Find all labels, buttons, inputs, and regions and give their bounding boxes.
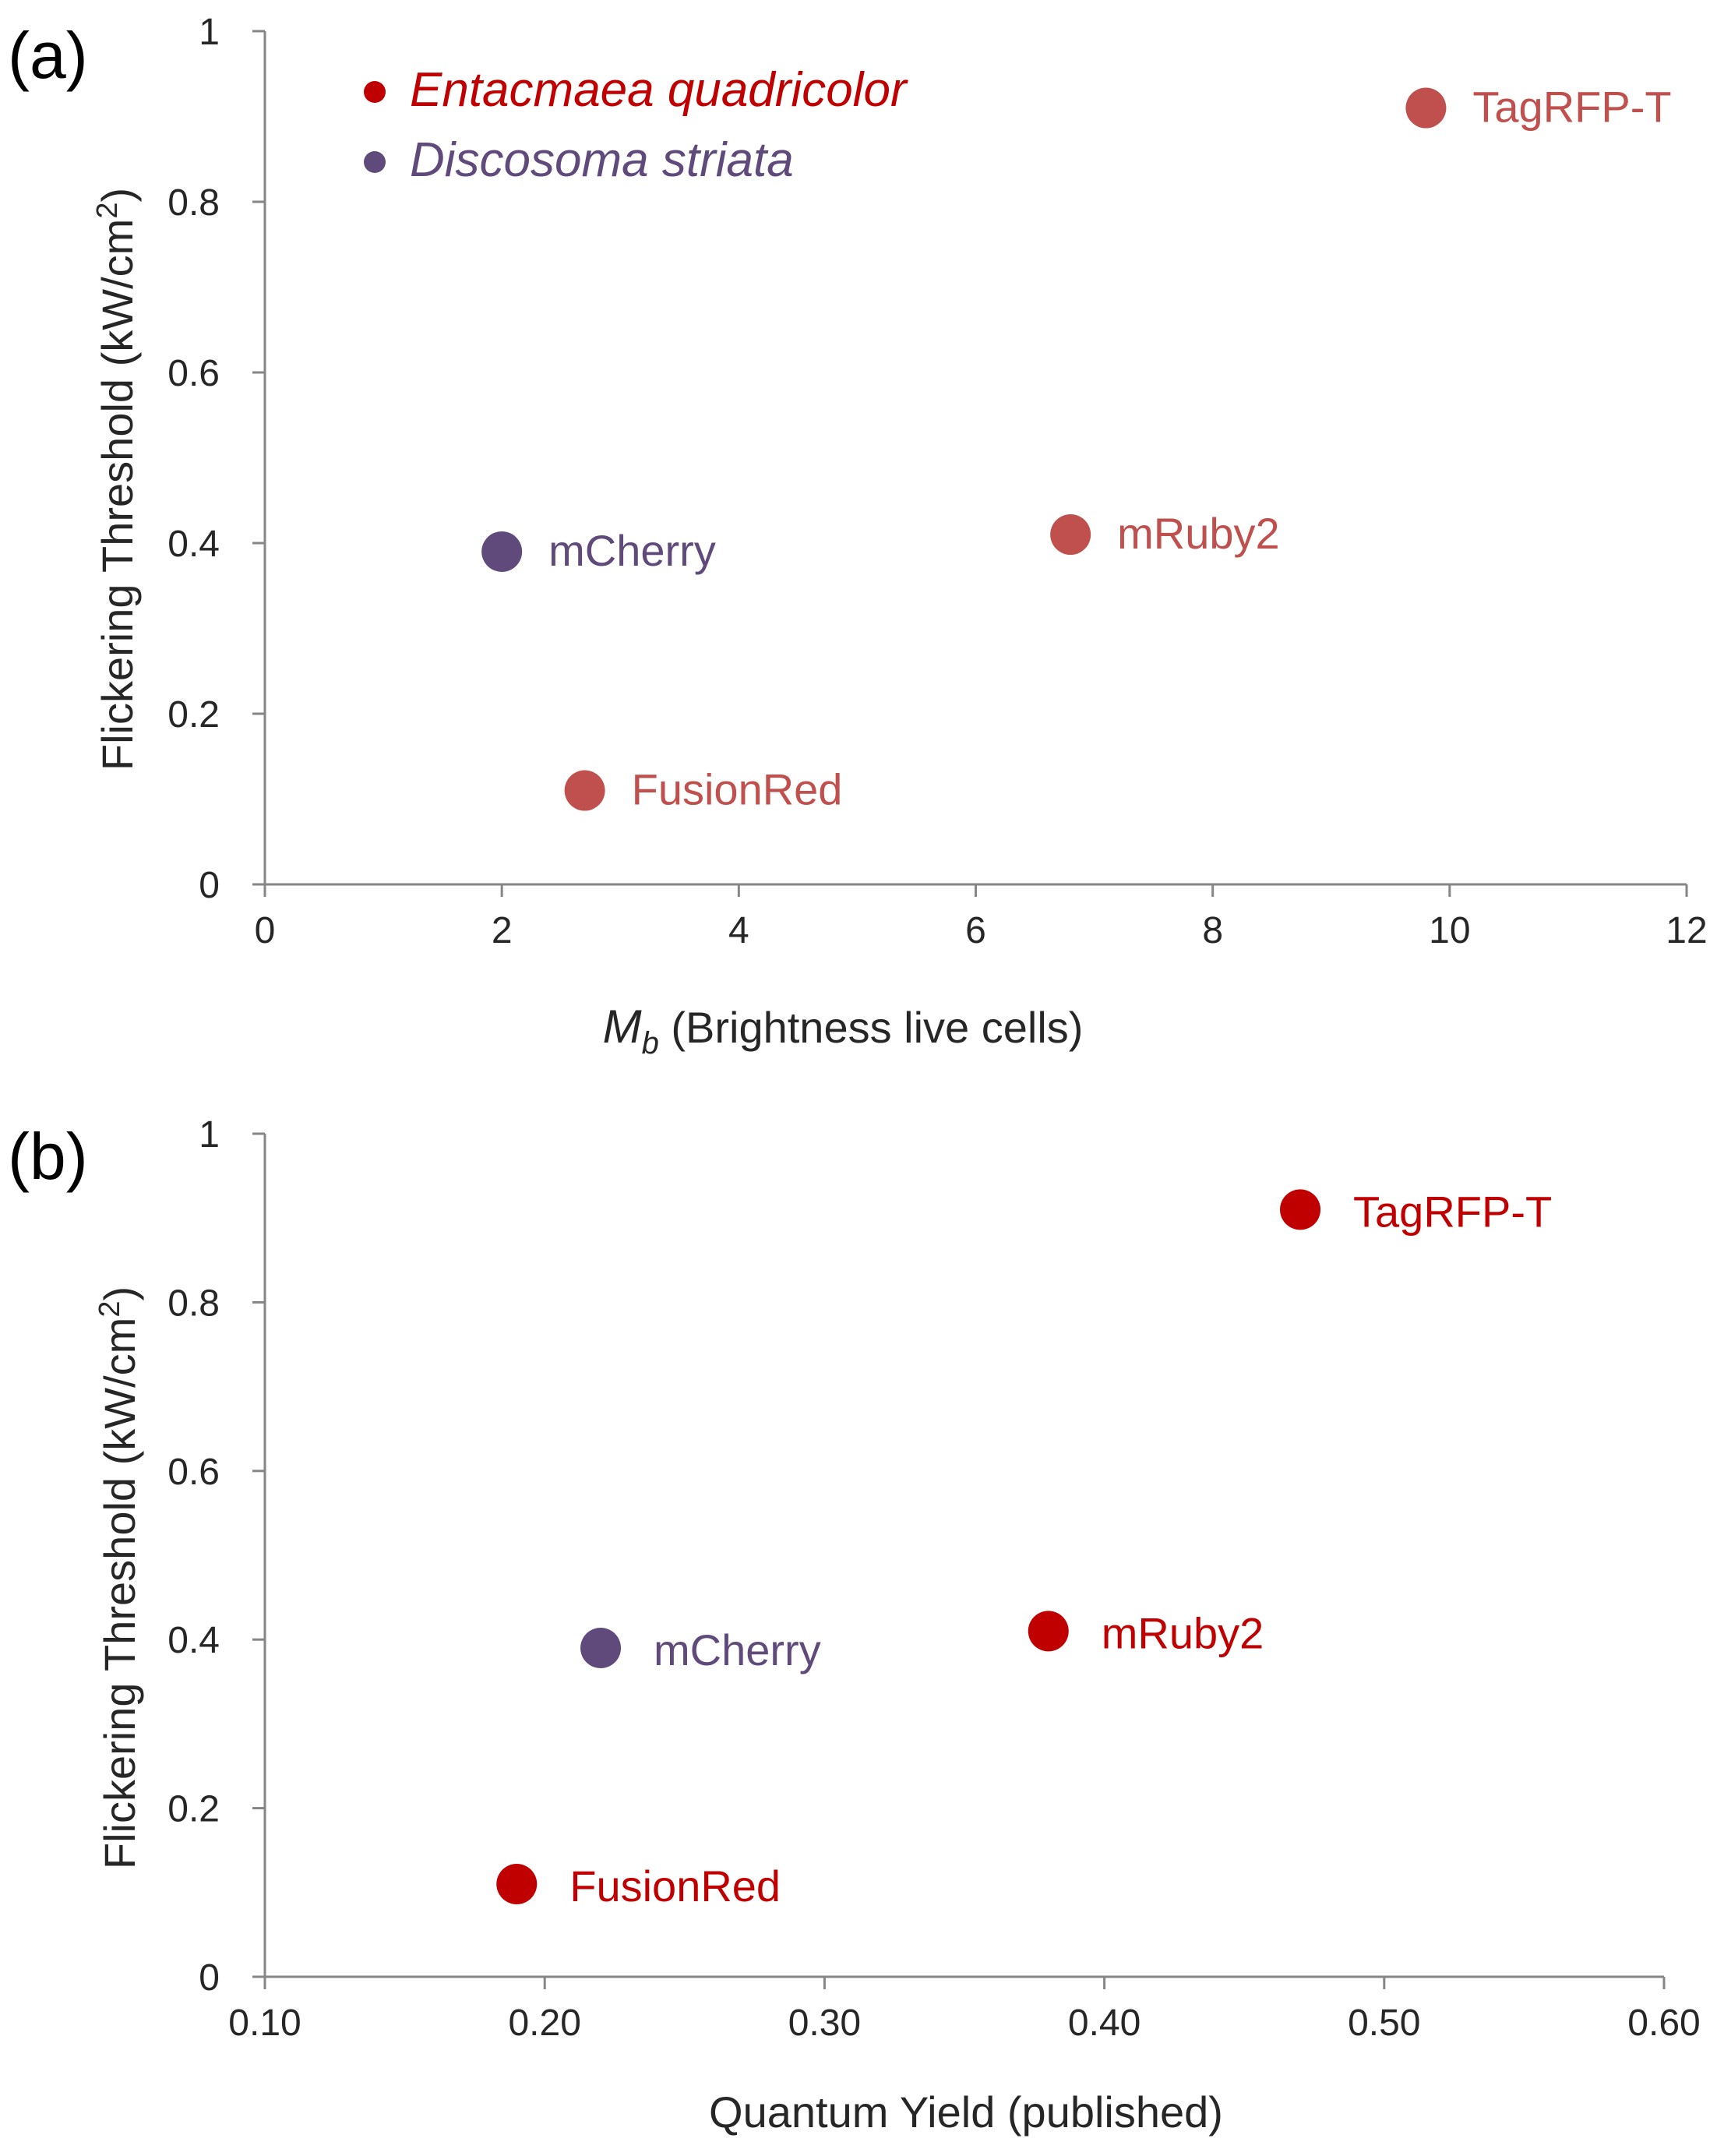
panel-b-x-tick-label: 0.40: [1068, 2003, 1141, 2044]
panel-b-point-label-tagrfp-t: TagRFP-T: [1353, 1187, 1552, 1236]
panel-b-y-tick-label: 0.4: [167, 1620, 220, 1661]
panel-a-y-tick-label: 0: [199, 865, 220, 906]
panel-b-y-tick-label: 1: [199, 1114, 220, 1156]
panel-a-x-tick-label: 0: [255, 910, 276, 951]
panel-a-y-axis-title: Flickering Threshold (kW/cm2): [91, 188, 142, 771]
panel-b-point-mcherry: [580, 1628, 622, 1669]
legend-marker-discosoma: [364, 151, 386, 173]
legend-label-discosoma: Discosoma striata: [410, 133, 794, 187]
panel-b-x-tick-label: 0.20: [508, 2003, 580, 2044]
legend-label-entacmaea: Entacmaea quadricolor: [410, 63, 908, 117]
panel-a-x-tick-label: 2: [492, 910, 513, 951]
panel-b-points: TagRFP-T mCherry mRuby2 FusionRed: [496, 1187, 1552, 1911]
panel-a-x-axis-title: Mb (Brightness live cells): [603, 1000, 1084, 1060]
panel-b-point-fusionred: [496, 1863, 538, 1904]
panel-a-label: (a): [8, 19, 88, 92]
panel-a-x-tick-label: 8: [1202, 910, 1223, 951]
panel-b-axes: [263, 1134, 1664, 1978]
panel-a-point-label-tagrfp-t: TagRFP-T: [1472, 83, 1671, 132]
panel-b-y-tick-label: 0: [199, 1957, 220, 1999]
panel-a-y-tick-label: 0.8: [167, 182, 220, 224]
panel-b-x-axis-title: Quantum Yield (published): [709, 2087, 1223, 2137]
panel-b-ticks: 0 0.2 0.4 0.6 0.8 1 0.10 0.20 0.30 0.40 0.50 0.60: [167, 1114, 1700, 2044]
panel-a-y-tick-label: 0.2: [167, 694, 220, 736]
panel-b-x-tick-label: 0.30: [788, 2003, 861, 2044]
panel-b-x-tick-label: 0.60: [1627, 2003, 1700, 2044]
panel-a-points: TagRFP-T mCherry mRuby2 FusionRed: [481, 83, 1672, 814]
panel-a-point-label-fusionred: FusionRed: [632, 765, 843, 814]
panel-b-y-axis-title: Flickering Threshold (kW/cm2): [93, 1286, 144, 1869]
panel-b-x-tick-label: 0.10: [228, 2003, 301, 2044]
panel-a: (a) 00.20.40.60.810 2 4 6 8 10 12 TagRFP-TmChe…: [8, 12, 1708, 1060]
panel-b: (b) 0 0.2 0.4 0.6 0.8 1 0.10 0.20 0.30 0.40 0.50 0.…: [8, 1114, 1701, 2137]
panel-a-y-tick-label: 1: [199, 12, 220, 53]
legend-marker-entacmaea: [364, 81, 386, 103]
panel-b-point-label-fusionred: FusionRed: [569, 1861, 781, 1911]
panel-b-label: (b): [8, 1120, 88, 1193]
panel-a-ticks: 00.20.40.60.810 2 4 6 8 10 12: [167, 12, 1707, 951]
panel-b-y-tick-label: 0.8: [167, 1283, 220, 1324]
panel-a-x-tick-label: 4: [728, 910, 749, 951]
panel-a-point-fusionred: [564, 770, 605, 811]
panel-b-y-tick-label: 0.6: [167, 1452, 220, 1493]
panel-a-y-tick-label: 0.4: [167, 524, 220, 565]
panel-a-x-tick-label: 10: [1429, 910, 1470, 951]
panel-a-point-mcherry: [481, 531, 523, 572]
panel-b-point-tagrfp-t: [1280, 1189, 1321, 1230]
panel-a-x-tick-label: 6: [965, 910, 986, 951]
panel-a-point-label-mruby2: mRuby2: [1117, 509, 1280, 558]
panel-b-y-tick-label: 0.2: [167, 1789, 220, 1830]
panel-a-point-label-mcherry: mCherry: [548, 526, 716, 575]
panel-b-point-mruby2: [1028, 1611, 1069, 1652]
legend: Entacmaea quadricolor Discosoma striata: [364, 63, 908, 187]
panel-b-point-label-mruby2: mRuby2: [1102, 1608, 1264, 1657]
panel-b-x-tick-label: 0.50: [1348, 2003, 1420, 2044]
panel-a-x-tick-label: 12: [1666, 910, 1707, 951]
panel-b-point-label-mcherry: mCherry: [654, 1625, 821, 1674]
panel-a-y-tick-label: 0.6: [167, 353, 220, 394]
panel-a-point-mruby2: [1050, 514, 1091, 556]
panel-a-point-tagrfp-t: [1405, 87, 1447, 129]
